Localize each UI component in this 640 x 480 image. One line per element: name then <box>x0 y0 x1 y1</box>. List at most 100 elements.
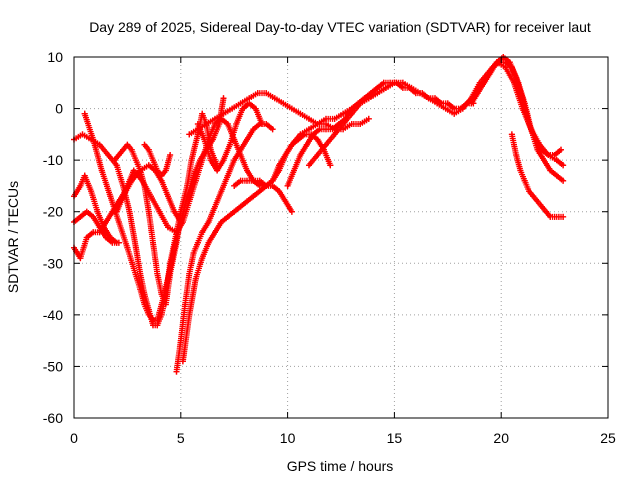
data-point <box>239 105 246 112</box>
y-tick-label: -40 <box>43 307 63 323</box>
data-point <box>276 167 283 174</box>
data-point <box>250 126 257 133</box>
data-point <box>201 136 208 143</box>
data-point <box>374 90 381 97</box>
data-point <box>306 162 312 169</box>
data-point <box>434 100 441 107</box>
data-point <box>128 146 135 153</box>
data-point <box>252 105 259 112</box>
series-arc-19 <box>508 131 567 220</box>
data-point <box>340 110 347 117</box>
data-point <box>295 136 302 143</box>
data-point <box>186 131 193 138</box>
x-axis-title: GPS time / hours <box>287 458 394 474</box>
data-point <box>237 203 244 210</box>
data-point <box>534 198 541 205</box>
data-point <box>391 79 398 86</box>
data-point <box>199 110 206 117</box>
data-point <box>306 115 312 122</box>
data-point <box>357 100 364 107</box>
data-point <box>192 177 199 184</box>
data-point <box>517 167 524 174</box>
data-point <box>340 121 347 127</box>
data-point <box>250 177 257 184</box>
data-point <box>487 69 494 76</box>
data-point <box>218 219 225 225</box>
y-tick-label: -20 <box>43 204 63 220</box>
data-point <box>310 131 317 138</box>
data-point <box>186 198 193 205</box>
data-point <box>105 152 112 158</box>
data-point <box>188 157 195 164</box>
data-point <box>271 95 278 102</box>
data-point <box>323 126 329 133</box>
data-point <box>237 100 244 107</box>
data-point <box>244 198 250 205</box>
data-point <box>96 141 103 148</box>
data-point <box>137 270 144 277</box>
chart-title: Day 289 of 2025, Sidereal Day-to-day VTE… <box>89 19 591 35</box>
data-point <box>526 188 532 195</box>
data-point <box>246 95 253 102</box>
data-point <box>111 157 118 164</box>
data-point <box>451 110 458 117</box>
series-arc-9 <box>141 141 174 179</box>
data-point <box>417 90 423 97</box>
data-point <box>158 177 165 184</box>
data-point <box>547 167 554 174</box>
data-point <box>132 244 139 251</box>
data-point <box>560 162 567 169</box>
data-point <box>459 105 466 112</box>
data-point <box>382 84 389 91</box>
data-point <box>244 167 250 174</box>
data-point <box>218 188 225 195</box>
data-point <box>90 229 97 236</box>
data-point <box>141 141 148 148</box>
data-point <box>194 239 201 246</box>
data-point <box>502 64 509 71</box>
data-point <box>165 224 171 231</box>
data-point <box>303 141 310 148</box>
data-point <box>545 152 552 158</box>
data-point <box>327 162 334 169</box>
data-point <box>224 213 231 220</box>
data-point <box>316 126 323 133</box>
data-point <box>103 234 109 241</box>
data-point <box>543 208 550 215</box>
series-arc-8 <box>111 141 184 308</box>
data-point <box>145 146 152 153</box>
data-point <box>212 115 218 122</box>
x-tick-label: 20 <box>493 430 509 446</box>
data-point <box>269 182 276 189</box>
data-point <box>282 198 289 205</box>
series-arc-7 <box>111 162 184 225</box>
grid-layer <box>74 57 608 418</box>
data-point <box>259 121 265 127</box>
data-point <box>560 213 567 220</box>
data-point <box>212 121 218 127</box>
x-tick-label: 0 <box>70 430 78 446</box>
data-point <box>233 121 240 127</box>
data-point <box>256 177 263 184</box>
data-point <box>229 105 236 112</box>
data-point <box>220 95 227 102</box>
data-point <box>130 167 137 174</box>
data-point <box>237 177 244 184</box>
data-point <box>288 208 295 215</box>
data-point <box>380 79 387 86</box>
data-point <box>194 121 201 127</box>
data-point <box>513 152 520 158</box>
series-arc-13 <box>194 100 265 174</box>
data-point <box>538 146 545 153</box>
data-point <box>199 157 206 164</box>
tick-layer: 0 5 10 15 20 25 -60 -50 -40 -30 -20 -10 0 10 <box>43 49 616 446</box>
data-point <box>269 177 276 184</box>
data-point <box>130 265 137 272</box>
data-point <box>323 121 329 127</box>
data-point <box>220 157 227 164</box>
data-point <box>115 219 122 225</box>
data-point <box>408 84 415 91</box>
data-point <box>79 131 86 138</box>
